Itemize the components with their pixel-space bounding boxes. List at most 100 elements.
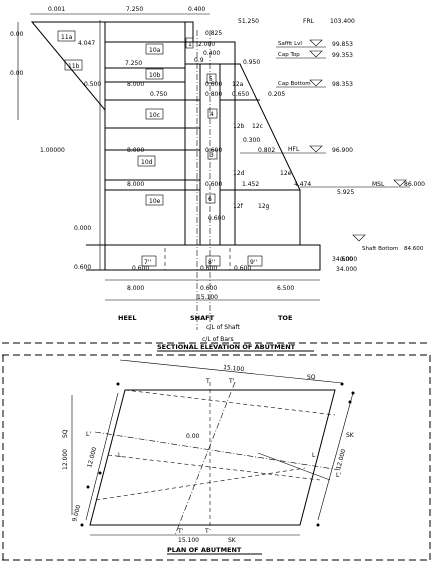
svg-text:MSL: MSL: [372, 181, 385, 188]
svg-text:98.353: 98.353: [332, 81, 353, 88]
svg-text:L: L: [312, 452, 316, 459]
plan-dash-3: [95, 467, 306, 501]
svg-text:86.000: 86.000: [404, 181, 425, 188]
svg-text:0.750: 0.750: [150, 91, 167, 98]
svg-text:0.600: 0.600: [205, 181, 222, 188]
dim-left-1: 0.00: [10, 31, 24, 38]
level-frl-label: FRL: [303, 18, 315, 25]
stem-body: [104, 21, 186, 246]
svg-text:12g: 12g: [258, 203, 270, 210]
svg-text:0.650: 0.650: [232, 91, 249, 98]
part-6: 6: [208, 196, 212, 203]
svg-text:12f: 12f: [233, 203, 244, 210]
plan-center-value: 0.00: [186, 433, 200, 440]
part-1: 1: [188, 41, 192, 48]
toe-wedge: [219, 63, 301, 246]
part-10e: 10e: [149, 198, 161, 205]
dim-top-2: 7.250: [126, 6, 143, 13]
plan-title: PLAN OF ABUTMENT: [167, 546, 242, 554]
mid-labels: 12a 12b 12c 12d 12e 12f 12g: [232, 81, 292, 210]
zone-heel: HEEL: [118, 314, 136, 322]
elevation-title: SECTIONAL ELEVATION OF ABUTMENT: [157, 343, 296, 351]
svg-text:HFL: HFL: [288, 146, 300, 153]
plan-top-dim: 15.100: [223, 364, 245, 373]
top-value: 51.250: [238, 18, 259, 25]
part-4: 4: [210, 111, 214, 118]
dim-left-5: 1.00000: [40, 147, 65, 154]
dim-left-7: 0.600: [74, 264, 91, 271]
part-7: 7'': [144, 259, 151, 266]
plan-dash-1: [124, 389, 336, 416]
bottom-dim-3: 6.500: [277, 285, 294, 292]
plan-top-label: SQ: [307, 374, 316, 381]
dim-left-4: 0.500: [84, 81, 101, 88]
svg-text:T: T: [204, 528, 209, 535]
svg-text:0.000: 0.000: [340, 256, 357, 263]
zone-toe: TOE: [278, 314, 292, 322]
part-11a: 11a: [61, 34, 73, 41]
plan-outline: [89, 389, 336, 526]
part-10d: 10d: [141, 159, 153, 166]
plan-dash-2: [107, 454, 321, 481]
svg-text:0.800: 0.800: [205, 91, 222, 98]
part-10a: 10a: [149, 47, 161, 54]
svg-text:0.600: 0.600: [205, 147, 222, 154]
total-dim: 15.100: [197, 294, 218, 301]
svg-text:2.000: 2.000: [198, 41, 215, 48]
svg-text:0.950: 0.950: [243, 59, 260, 66]
svg-text:T: T: [205, 378, 210, 385]
plan-centerline-t: [174, 381, 236, 536]
svg-text:5.925: 5.925: [337, 189, 354, 196]
svg-text:0.600: 0.600: [208, 215, 225, 222]
plan-left-dim: 12.000: [62, 449, 69, 470]
svg-text:12b: 12b: [233, 123, 245, 130]
level-frl-value: 103.400: [330, 18, 355, 25]
dim-top-3: 0.400: [188, 6, 205, 13]
plan-extra-line: [257, 452, 331, 481]
plan-left-small-dim: 9.000: [71, 504, 82, 523]
plan-centerline-l: [94, 431, 341, 471]
dim-top-1: 0.001: [48, 6, 65, 13]
svg-text:0.600: 0.600: [132, 265, 149, 272]
svg-text:0.300: 0.300: [243, 137, 260, 144]
part-10b: 10b: [149, 72, 161, 79]
svg-text:T': T': [177, 528, 184, 535]
inner-dimensions: 2.000 0.825 0.400 0.950 7.250 0.9 8.000 …: [125, 30, 357, 273]
dim-left-2: 4.047: [78, 40, 95, 47]
plan-right-skew-line: [317, 392, 354, 521]
svg-text:96.900: 96.900: [332, 147, 353, 154]
svg-text:99.853: 99.853: [332, 41, 353, 48]
svg-text:L: L: [118, 452, 122, 459]
bottom-dim-1: 8.000: [127, 285, 144, 292]
svg-text:8.000: 8.000: [127, 181, 144, 188]
svg-text:Shaft Bottom: Shaft Bottom: [362, 246, 398, 252]
svg-text:12e: 12e: [280, 170, 292, 177]
svg-text:1.452: 1.452: [242, 181, 259, 188]
part-8: 8'': [208, 259, 215, 266]
svg-text:T': T': [228, 378, 235, 385]
part-3: 3: [210, 152, 214, 159]
plan-view: 15.100 SQ 12.000 SQ 12.000 9.000 12.000 …: [62, 359, 355, 555]
svg-text:0.9: 0.9: [194, 57, 204, 64]
plan-top-dim-line: [119, 359, 343, 384]
svg-text:0.600: 0.600: [234, 265, 251, 272]
svg-text:4.474: 4.474: [294, 181, 311, 188]
svg-text:0.600: 0.600: [205, 81, 222, 88]
svg-text:Cap Top: Cap Top: [278, 52, 300, 58]
svg-text:0.400: 0.400: [203, 50, 220, 57]
svg-text:Saffit Lvl: Saffit Lvl: [278, 41, 302, 47]
dim-left-6: 0.000: [74, 225, 91, 232]
plan-left-skew-dim: 12.000: [86, 446, 98, 468]
plan-left-label: SQ: [62, 429, 69, 438]
svg-text:8.000: 8.000: [127, 147, 144, 154]
dim-left-3: 0.00: [10, 70, 24, 77]
part-5: 5: [209, 76, 213, 83]
svg-text:12a: 12a: [232, 81, 244, 88]
part-11b: 11b: [68, 63, 80, 70]
plan-left-skew-line: [85, 392, 119, 521]
svg-text:8.000: 8.000: [127, 81, 144, 88]
part-labels: 11a 11b 10a 10b 10c 10d 10e 1 5 4 3 6 7'…: [57, 30, 263, 267]
svg-text:34.600: 34.600: [332, 256, 353, 263]
svg-text:0.802: 0.802: [258, 147, 275, 154]
plan-bottom-label: SK: [228, 537, 237, 544]
